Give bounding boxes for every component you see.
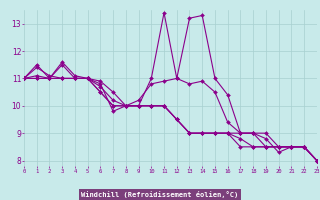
Text: Windchill (Refroidissement éolien,°C): Windchill (Refroidissement éolien,°C) [81,191,239,198]
